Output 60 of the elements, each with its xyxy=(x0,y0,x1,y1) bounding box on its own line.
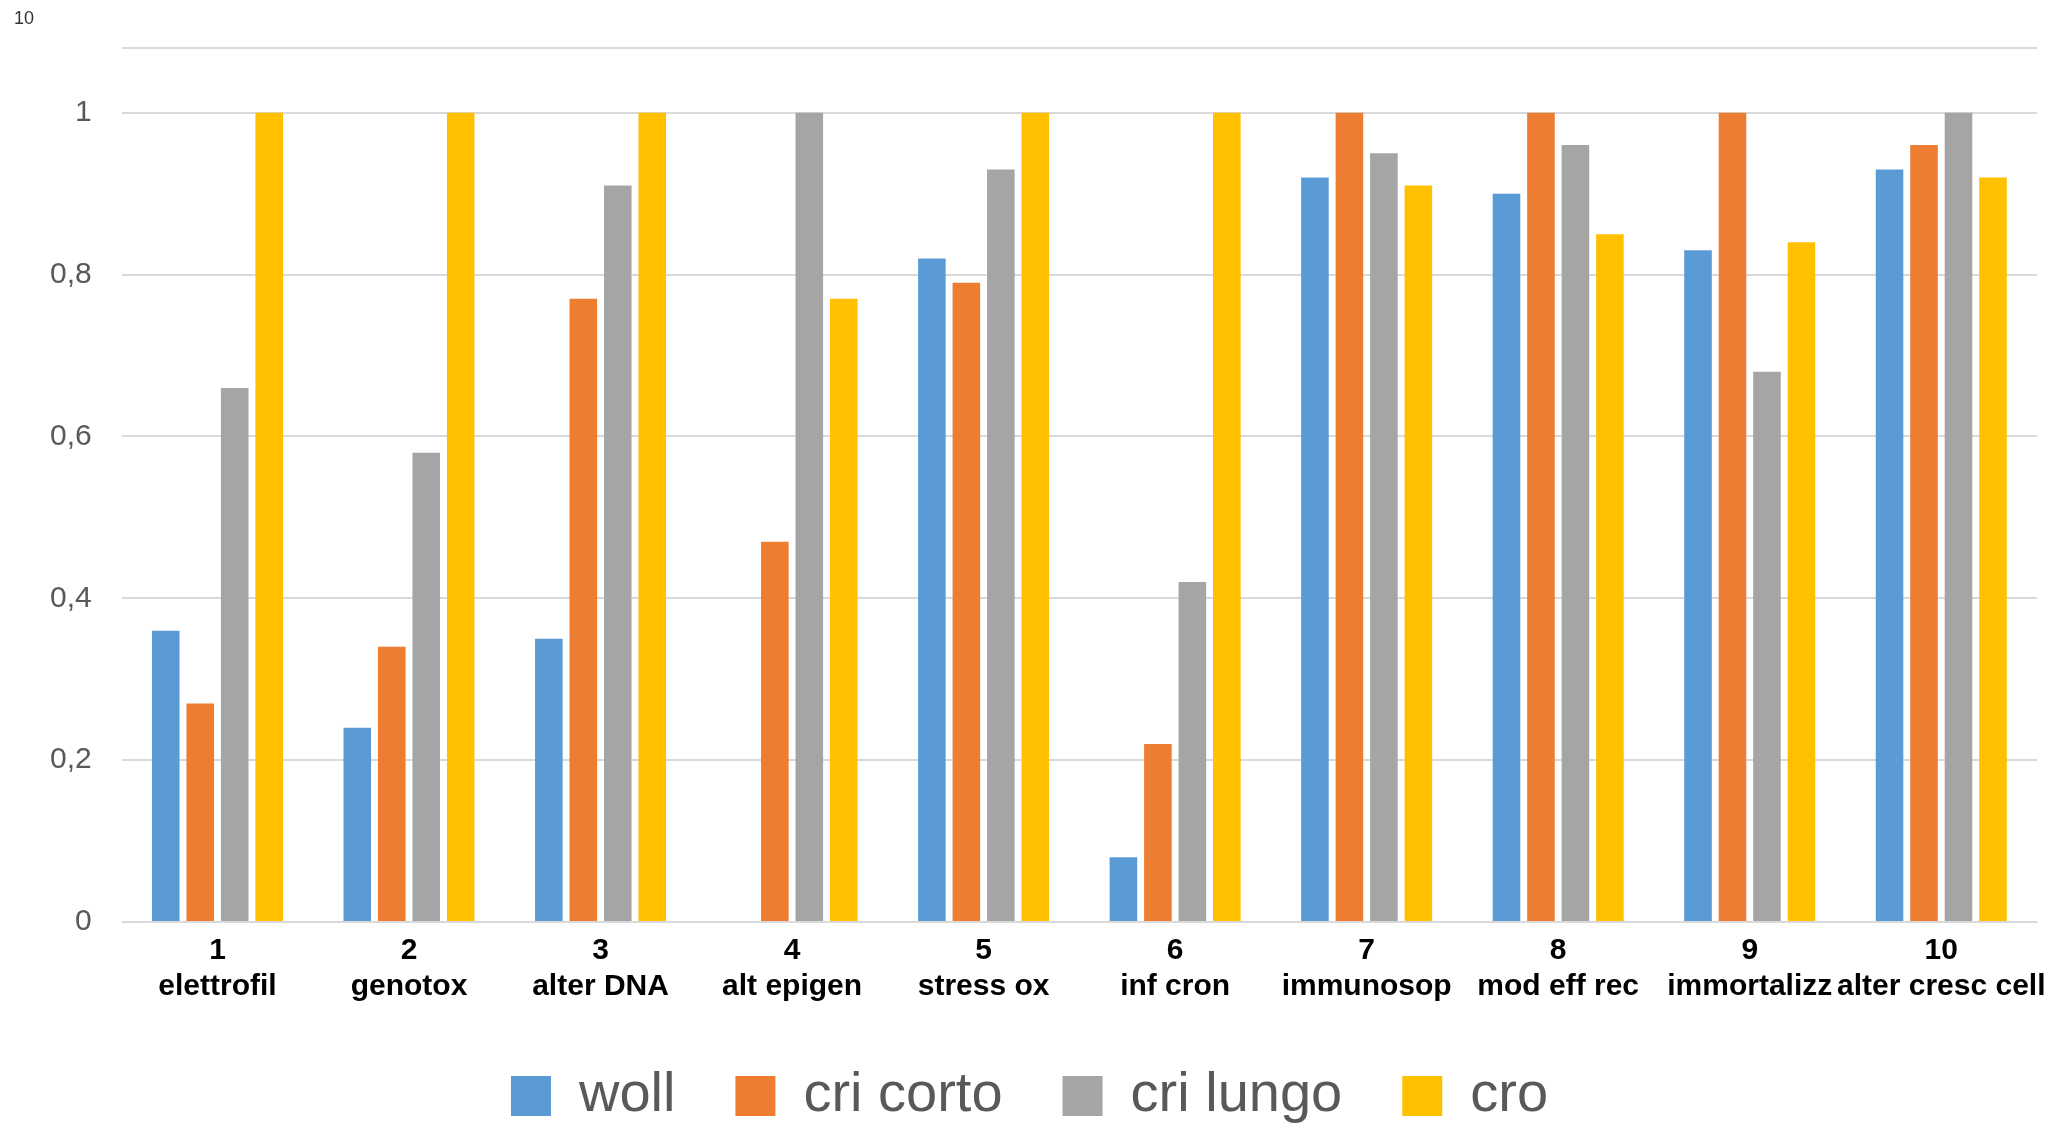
legend-label: cro xyxy=(1470,1060,1549,1124)
bar xyxy=(829,298,858,921)
bar xyxy=(1910,145,1938,921)
x-tick-label: 3 alter DNA xyxy=(532,932,669,1002)
bar xyxy=(987,169,1015,921)
x-tick-label: 6 inf cron xyxy=(1120,932,1231,1002)
bar xyxy=(1404,185,1433,921)
bar xyxy=(1527,112,1555,921)
bar xyxy=(446,112,475,921)
x-tick-label: 4 alt epigen xyxy=(722,932,863,1002)
bar xyxy=(1301,177,1329,921)
bar xyxy=(151,630,180,921)
bar xyxy=(918,258,946,921)
bar xyxy=(1753,371,1781,921)
y-tick-label: 0,4 xyxy=(49,579,92,613)
x-tick-label: 10 alter cresc cell xyxy=(1837,932,2046,1002)
bar xyxy=(186,703,215,921)
bar xyxy=(1144,743,1172,921)
text: 10 xyxy=(14,8,35,29)
y-tick-label: 0,6 xyxy=(49,417,92,451)
legend-label: cri lungo xyxy=(1130,1060,1343,1124)
bar xyxy=(1684,250,1712,921)
bar xyxy=(638,112,667,921)
x-tick-label: 9 immortalizz xyxy=(1667,932,1833,1002)
bar xyxy=(1370,153,1398,921)
bar xyxy=(1492,193,1521,921)
bar xyxy=(952,282,981,921)
bar xyxy=(535,638,563,921)
x-tick-label: 1 elettrofil xyxy=(158,932,277,1002)
bar xyxy=(1021,112,1050,921)
bar xyxy=(343,727,372,921)
bar xyxy=(377,646,406,921)
bar xyxy=(569,298,598,921)
x-tick-label: 2 genotox xyxy=(350,932,468,1002)
bar xyxy=(1596,234,1624,921)
y-tick-label: 0,8 xyxy=(49,255,92,289)
bar xyxy=(1875,169,1904,921)
legend-label: cri corto xyxy=(803,1060,1003,1124)
bar xyxy=(1718,112,1747,921)
bar xyxy=(1979,177,2007,921)
bar xyxy=(1944,112,1973,921)
x-tick-label: 8 mod eff rec xyxy=(1477,932,1640,1002)
bar xyxy=(1109,857,1138,921)
y-tick-label: 0 xyxy=(75,903,92,937)
bar xyxy=(795,112,824,921)
bar xyxy=(1787,242,1816,921)
bar xyxy=(1213,112,1241,921)
bar xyxy=(1335,112,1364,921)
y-tick-label: 1 xyxy=(75,94,92,128)
bar xyxy=(1178,582,1207,921)
bar xyxy=(1561,145,1590,921)
bar xyxy=(220,387,249,921)
bar xyxy=(412,452,441,921)
bar xyxy=(255,112,283,921)
x-tick-label: 5 stress ox xyxy=(917,932,1050,1002)
x-tick-label: 7 immunosop xyxy=(1281,932,1452,1002)
legend-label: woll xyxy=(577,1060,676,1124)
y-tick-label: 0,2 xyxy=(49,741,92,775)
bar xyxy=(603,185,632,921)
bar xyxy=(761,541,789,921)
